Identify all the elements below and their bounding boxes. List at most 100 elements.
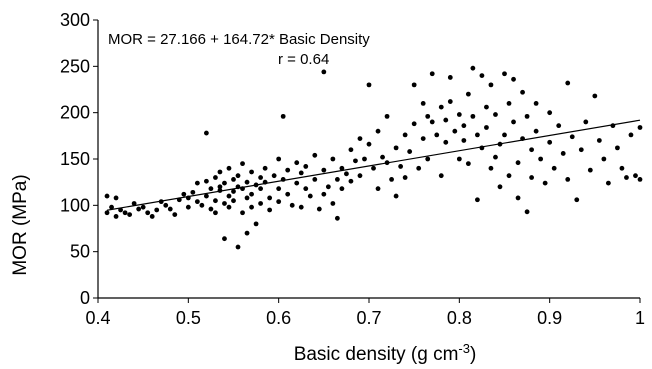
y-tick-label: 0 bbox=[80, 288, 90, 308]
data-point bbox=[520, 89, 525, 95]
data-point bbox=[465, 91, 471, 97]
data-point bbox=[596, 138, 602, 143]
data-point bbox=[398, 164, 404, 169]
data-point bbox=[551, 165, 557, 171]
data-point bbox=[393, 193, 399, 199]
data-point bbox=[231, 176, 236, 182]
data-point bbox=[249, 169, 254, 175]
data-point bbox=[344, 171, 349, 177]
data-point bbox=[475, 197, 480, 203]
data-point bbox=[312, 176, 318, 182]
data-point bbox=[538, 156, 544, 162]
data-point bbox=[113, 214, 119, 219]
data-point bbox=[560, 151, 566, 156]
x-tick-label: 1 bbox=[635, 308, 645, 328]
data-point bbox=[222, 201, 227, 206]
data-point bbox=[253, 221, 259, 227]
data-point bbox=[502, 71, 507, 77]
data-point bbox=[334, 176, 340, 182]
data-point bbox=[194, 199, 200, 205]
data-point bbox=[380, 154, 385, 160]
x-tick-label: 0.8 bbox=[447, 308, 472, 328]
data-point bbox=[420, 101, 426, 106]
data-point bbox=[461, 138, 467, 143]
data-point bbox=[384, 113, 390, 119]
data-point bbox=[217, 169, 223, 175]
data-point bbox=[484, 104, 489, 110]
data-point bbox=[231, 189, 236, 194]
data-point bbox=[303, 164, 309, 169]
data-point bbox=[407, 149, 413, 154]
data-point bbox=[565, 80, 571, 86]
data-point bbox=[222, 236, 227, 242]
data-point bbox=[226, 193, 232, 199]
data-point bbox=[163, 202, 169, 208]
data-point bbox=[479, 73, 485, 78]
data-point bbox=[303, 186, 309, 192]
data-point bbox=[547, 110, 553, 116]
data-point bbox=[285, 167, 291, 173]
data-point bbox=[231, 198, 236, 204]
data-point bbox=[637, 176, 643, 182]
data-point bbox=[217, 184, 223, 190]
data-point bbox=[592, 93, 598, 99]
data-point bbox=[624, 175, 629, 180]
data-point bbox=[605, 180, 611, 186]
data-point bbox=[330, 156, 336, 162]
data-point bbox=[493, 154, 498, 160]
data-point bbox=[194, 180, 200, 186]
data-point bbox=[104, 210, 110, 216]
data-point bbox=[348, 178, 354, 184]
data-point bbox=[587, 167, 593, 173]
data-point bbox=[276, 199, 282, 205]
data-point bbox=[316, 206, 322, 212]
data-point bbox=[357, 136, 363, 142]
data-point bbox=[456, 112, 462, 117]
data-point bbox=[172, 212, 178, 218]
data-point bbox=[213, 210, 218, 216]
data-point bbox=[393, 145, 399, 151]
data-point bbox=[637, 125, 643, 130]
data-point bbox=[447, 99, 453, 104]
data-point bbox=[362, 156, 367, 162]
data-point bbox=[583, 119, 589, 125]
data-point bbox=[529, 147, 534, 153]
data-point bbox=[204, 193, 209, 199]
data-point bbox=[208, 206, 214, 212]
data-point bbox=[375, 186, 381, 192]
data-point bbox=[267, 195, 273, 201]
data-point bbox=[529, 175, 534, 180]
data-point bbox=[425, 113, 431, 119]
data-point bbox=[542, 180, 548, 186]
data-point bbox=[438, 104, 444, 110]
data-point bbox=[488, 165, 494, 171]
data-point bbox=[619, 165, 625, 171]
data-point bbox=[298, 170, 304, 176]
data-point bbox=[502, 132, 507, 138]
data-point bbox=[298, 204, 304, 210]
data-point bbox=[402, 175, 408, 180]
data-point bbox=[240, 161, 245, 167]
data-point bbox=[461, 123, 467, 129]
data-point bbox=[312, 152, 318, 158]
data-point bbox=[167, 206, 173, 212]
data-point bbox=[185, 204, 191, 210]
data-point bbox=[262, 165, 268, 171]
data-point bbox=[127, 212, 133, 218]
data-point bbox=[276, 156, 282, 162]
data-point bbox=[258, 175, 263, 180]
data-point bbox=[267, 207, 273, 213]
data-point bbox=[497, 184, 503, 190]
data-point bbox=[235, 244, 241, 250]
data-point bbox=[244, 195, 250, 201]
data-point bbox=[353, 158, 358, 164]
data-point bbox=[285, 191, 291, 197]
data-point bbox=[484, 125, 489, 130]
data-point bbox=[533, 128, 539, 134]
data-point bbox=[402, 132, 408, 138]
data-point bbox=[339, 186, 345, 192]
data-point bbox=[140, 204, 146, 210]
data-point bbox=[429, 71, 435, 77]
data-point bbox=[357, 173, 363, 179]
